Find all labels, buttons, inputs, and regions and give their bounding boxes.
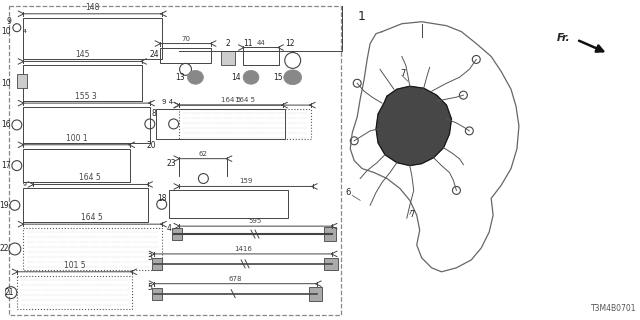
Bar [23,18,162,60]
Bar [23,149,130,182]
Text: 159: 159 [239,179,252,184]
Text: 15: 15 [273,73,283,82]
Text: 155 3: 155 3 [76,92,97,101]
Bar [152,288,162,300]
Bar [23,228,162,270]
Text: 24: 24 [149,50,159,59]
Text: 12: 12 [285,38,294,48]
Text: 9 4: 9 4 [162,99,173,105]
Bar [17,74,27,88]
Bar [17,276,132,309]
Text: 19: 19 [0,201,9,210]
Bar [324,227,337,241]
Text: 21: 21 [5,288,15,297]
Text: 62: 62 [198,151,207,157]
Bar [23,65,142,101]
Bar [160,48,211,63]
Bar [179,109,310,139]
Text: 9: 9 [6,17,11,26]
Text: 44: 44 [257,40,266,45]
Text: 145: 145 [75,51,90,60]
Text: 6: 6 [345,188,350,197]
Bar [9,6,341,316]
Text: 14: 14 [232,73,241,82]
Text: 16: 16 [1,120,11,129]
Bar [169,190,288,218]
Text: 4: 4 [167,224,172,233]
Text: 164 5: 164 5 [235,97,255,103]
Text: 11: 11 [243,38,253,48]
Text: 70: 70 [181,36,190,42]
Text: 2: 2 [226,38,230,48]
Text: 678: 678 [228,276,242,282]
Text: 23: 23 [167,159,177,168]
Text: 164 5: 164 5 [81,213,103,222]
Bar [23,188,148,222]
Bar [23,107,150,143]
Ellipse shape [243,70,259,84]
Text: 1: 1 [357,10,365,23]
Text: T3M4B0701: T3M4B0701 [591,304,636,314]
Text: 1416: 1416 [234,246,252,252]
Text: 10: 10 [1,27,11,36]
Text: 4: 4 [23,29,27,34]
Text: 3: 3 [147,253,152,262]
Text: 8: 8 [151,108,156,117]
Text: 22: 22 [0,244,9,253]
Text: 10: 10 [1,79,11,88]
Polygon shape [376,86,451,166]
Bar [221,52,235,65]
Text: 7: 7 [400,69,405,78]
Text: 164 5: 164 5 [79,173,101,182]
Text: 9: 9 [23,182,27,188]
Bar [243,52,279,65]
Bar [324,258,339,270]
Bar [152,258,162,270]
Text: 100 1: 100 1 [65,134,87,143]
Ellipse shape [188,70,204,84]
Bar [308,287,323,300]
Text: 164 5: 164 5 [221,97,241,103]
Text: 101 5: 101 5 [63,261,85,270]
Text: 148: 148 [85,3,99,12]
Text: 5: 5 [147,283,152,292]
Text: 7: 7 [410,210,415,219]
Text: 18: 18 [157,194,166,203]
Text: 13: 13 [175,73,184,82]
Bar [172,228,182,240]
Text: Fr.: Fr. [557,33,570,43]
Bar [156,109,285,139]
Text: 595: 595 [249,218,262,224]
Text: 20: 20 [146,141,156,150]
Ellipse shape [284,70,301,85]
Text: 17: 17 [1,161,11,170]
